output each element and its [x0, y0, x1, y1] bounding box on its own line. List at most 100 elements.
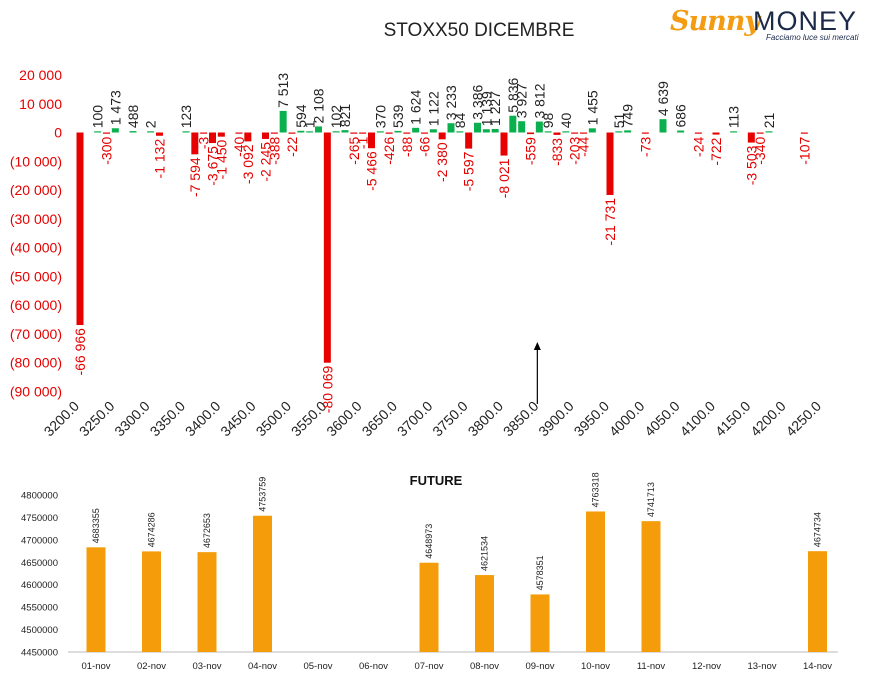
future-x-tick-label: 12-nov: [692, 661, 721, 672]
future-bar-value-label: 4621534: [480, 536, 490, 571]
future-bar: [253, 515, 272, 652]
bar-value-label: -265: [346, 136, 362, 164]
bar-value-label: -1 450: [213, 139, 229, 179]
bar-value-label: 102: [328, 105, 344, 129]
future-bar: [530, 594, 550, 652]
y-tick-label: (80 000): [10, 355, 62, 371]
future-bar: [475, 575, 494, 652]
bar-value-label: 2 108: [311, 88, 327, 123]
future-x-tick-label: 14-nov: [803, 661, 832, 672]
bar-value-label: -2 380: [434, 142, 450, 182]
bar-value-label: 40: [558, 113, 574, 129]
bar-value-label: -24: [690, 136, 706, 156]
bar-value-label: 3 233: [443, 85, 459, 120]
future-y-tick-label: 4750000: [21, 513, 58, 524]
bar: [368, 132, 375, 149]
future-y-tick-label: 4450000: [21, 648, 58, 659]
x-tick-label: 3750.0: [429, 398, 471, 440]
bar: [270, 132, 278, 134]
bar-value-label: 488: [125, 105, 141, 129]
future-chart: FUTURE 4800000 4750000 4700000 4650000 460000…: [21, 472, 838, 672]
future-x-tick-label: 09-nov: [525, 661, 554, 672]
logo-money-text: MONEY: [753, 6, 858, 36]
future-bar-value-label: 4763318: [591, 472, 601, 507]
x-tick-label: 3450.0: [217, 398, 259, 440]
bar-value-label: -88: [399, 136, 415, 156]
bar-value-label: 539: [390, 104, 406, 128]
future-bar: [641, 521, 661, 652]
bar-value-label: 100: [90, 105, 106, 129]
bar-value-label: 3 812: [531, 83, 547, 118]
bar-value-label: -7 594: [187, 157, 203, 197]
x-tick-label: 3800.0: [465, 398, 507, 440]
bar-value-label: -203: [567, 136, 583, 164]
y-tick-label: (30 000): [10, 211, 62, 227]
bar: [94, 131, 102, 133]
bar: [103, 132, 110, 134]
bar: [509, 115, 517, 133]
bar-value-label: -3: [196, 136, 212, 149]
bar: [147, 131, 155, 133]
bar-value-label: 98: [540, 113, 556, 129]
bar: [641, 132, 649, 134]
future-chart-title: FUTURE: [410, 473, 463, 488]
bar: [553, 132, 561, 135]
bar: [447, 123, 455, 133]
bar: [800, 132, 808, 134]
bar-value-label: -559: [523, 137, 539, 165]
bar: [562, 131, 570, 133]
y-tick-label: (10 000): [10, 153, 62, 169]
stoxx50-open-interest-chart: STOXX50 DICEMBRE 20 000 10 000 0 (10 000) (20…: [10, 20, 824, 440]
future-y-tick-label: 4650000: [21, 558, 58, 569]
bar: [624, 130, 632, 133]
bar-value-label: -44: [576, 136, 592, 156]
bar-value-label: -5 597: [461, 151, 477, 191]
bar: [544, 131, 552, 133]
bar-value-label: -107: [796, 136, 812, 164]
future-y-tick-label: 4700000: [21, 535, 58, 546]
future-bar: [197, 552, 217, 652]
logo-sunny-text: Sunny: [670, 6, 760, 37]
future-bar-value-label: 4741713: [646, 482, 656, 517]
x-tick-label: 3700.0: [394, 398, 436, 440]
x-tick-label: 3400.0: [182, 398, 224, 440]
bar: [359, 132, 367, 134]
future-bar-value-label: 4683355: [91, 508, 101, 543]
y-tick-label: (70 000): [10, 326, 62, 342]
bar-value-label: 686: [673, 104, 689, 128]
bar: [491, 128, 499, 133]
future-x-tick-label: 04-nov: [248, 661, 277, 672]
y-tick-label: (50 000): [10, 268, 62, 284]
future-bar-value-label: 4674286: [147, 512, 157, 547]
x-tick-label: 3900.0: [535, 398, 577, 440]
bar-value-label: -300: [99, 136, 115, 164]
bar: [111, 128, 119, 133]
future-x-tick-label: 03-nov: [192, 661, 221, 672]
bar-value-label: 21: [761, 113, 777, 129]
bar-value-label: -40: [231, 136, 247, 156]
bar: [747, 132, 755, 143]
bar: [694, 132, 702, 134]
bar: [606, 132, 614, 195]
bar-value-label: -3 092: [240, 144, 256, 184]
bar: [412, 127, 420, 133]
future-bar: [142, 551, 161, 652]
x-tick-label: 3200.0: [41, 398, 83, 440]
bar: [429, 129, 437, 133]
bar: [730, 131, 738, 133]
x-tick-label: 4050.0: [641, 398, 683, 440]
y-tick-label: (40 000): [10, 240, 62, 256]
bar-value-label: -3 675: [205, 146, 221, 186]
bar-value-label: -2 245: [258, 142, 274, 182]
bar: [456, 131, 464, 133]
x-tick-label: 3500.0: [253, 398, 295, 440]
bar: [571, 132, 579, 134]
bar-value-label: 594: [293, 104, 309, 128]
bar-value-label: -66: [417, 136, 433, 156]
future-x-tick-label: 06-nov: [359, 661, 388, 672]
bar: [659, 119, 667, 133]
bar-value-label: -833: [549, 138, 565, 166]
bar-value-label: -8 021: [496, 158, 512, 198]
y-tick-label: 20 000: [19, 67, 62, 83]
future-x-tick-label: 10-nov: [581, 661, 610, 672]
